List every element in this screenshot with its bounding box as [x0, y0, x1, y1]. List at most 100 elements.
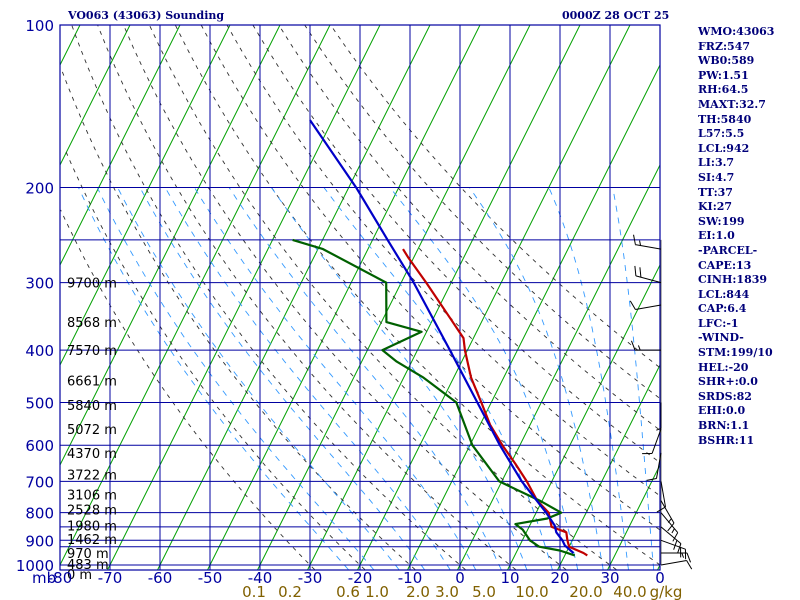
wind-barb: [660, 559, 693, 570]
isotherm-line: [507, 264, 661, 571]
wind-barb: [646, 452, 662, 481]
mixing-ratio-label: 3.0: [435, 583, 459, 600]
moist-adiabat-line: [612, 187, 655, 570]
isotherm-line: [557, 364, 661, 571]
index-item: CAPE:13: [698, 258, 752, 272]
temperature-tick-label: -70: [98, 569, 123, 587]
moist-adiabat-line: [96, 187, 374, 570]
isotherm-line: [59, 24, 131, 166]
index-item: -PARCEL-: [698, 243, 758, 257]
index-item: L57:5.5: [698, 127, 745, 141]
pressure-tick-label: 300: [25, 275, 54, 293]
pressure-tick-label: 800: [25, 505, 54, 523]
wind-barb-flag: [686, 560, 693, 570]
wind-barb-staff: [651, 428, 662, 454]
dry-adiabat-line: [252, 24, 658, 461]
temperature-tick-label: -50: [198, 569, 223, 587]
temperature-tick-label: 0: [455, 569, 465, 587]
moist-adiabat-line: [78, 187, 349, 570]
pressure-tick-label: 700: [25, 473, 54, 491]
moist-adiabat-line: [548, 187, 629, 570]
index-item: HEL:-20: [698, 360, 749, 374]
index-item: TT:37: [698, 185, 733, 199]
index-item: LCL:942: [698, 141, 750, 155]
wind-barb-staff: [660, 500, 675, 524]
index-item: CAP:6.4: [698, 302, 747, 316]
pressure-tick-label: 100: [25, 17, 54, 35]
temperature-tick-label: 10: [500, 569, 519, 587]
wind-barb-flag: [677, 543, 682, 554]
wind-barb-flag: [630, 340, 636, 351]
dewpoint-trace: [292, 238, 576, 557]
wind-barb: [661, 552, 692, 563]
isotherm-line: [307, 24, 581, 571]
index-item: CINH:1839: [698, 273, 768, 287]
index-item: SRDS:82: [698, 389, 752, 403]
wind-barb-staff: [660, 526, 682, 544]
temperature-tick-label: -40: [248, 569, 273, 587]
height-label: 7570 m: [67, 344, 117, 359]
wind-barb: [642, 428, 662, 455]
wind-barb-flag: [686, 552, 692, 563]
wind-barb-flag: [634, 265, 637, 276]
temperature-tick-label: -20: [348, 569, 373, 587]
dry-adiabat-line: [60, 209, 315, 570]
height-label: 483 m: [67, 558, 109, 573]
index-item: LCL:844: [698, 287, 750, 301]
dry-adiabat-line: [64, 149, 366, 570]
index-item: BSHR:11: [698, 433, 755, 447]
index-panel: WMO:43063 FRZ:547 WB0:589 PW:1.51 RH:64.5 MAX…: [698, 25, 774, 448]
mixing-ratio-label: 2.0: [406, 583, 430, 600]
temperature-tick-label: -60: [148, 569, 173, 587]
wind-barb-staff: [635, 244, 662, 250]
index-item: BRN:1.1: [698, 419, 750, 433]
diagram-background-lines: [59, 24, 661, 571]
pressure-tick-label: 600: [25, 437, 54, 455]
wind-barb: [629, 300, 662, 311]
index-item: SHR+:0.0: [698, 375, 758, 389]
dry-adiabat-line: [304, 24, 660, 399]
pressure-grid: [59, 24, 661, 571]
pressure-tick-label: 500: [25, 394, 54, 412]
mixing-ratio-label: 20.0: [569, 583, 602, 600]
dry-adiabat-line: [330, 24, 660, 368]
index-item: KI:27: [698, 200, 733, 214]
index-item: RH:64.5: [698, 83, 749, 97]
dry-adiabat-line: [226, 24, 659, 495]
mixing-ratio-label: 1.0: [365, 583, 389, 600]
isotherm-line: [59, 24, 181, 266]
height-label: 5840 m: [67, 399, 117, 414]
wind-barb-staff: [655, 452, 662, 479]
index-item: STM:199/10: [698, 346, 773, 360]
isotherm-line: [59, 24, 281, 466]
height-label: 3106 m: [67, 488, 117, 503]
wind-barb-staff: [635, 275, 662, 284]
pressure-tick-label: 900: [25, 532, 54, 550]
mixing-ratio-label: 40.0: [613, 583, 646, 600]
height-label: 1980 m: [67, 520, 117, 535]
wind-barb-flag: [656, 427, 662, 431]
wind-barb-flag: [671, 528, 675, 534]
wind-barb-flag: [639, 267, 642, 278]
moist-adiabat-line: [228, 187, 502, 570]
index-item: FRZ:547: [698, 39, 751, 53]
wind-barb-flag: [681, 552, 685, 558]
wind-barb-staff: [660, 539, 686, 550]
isotherm-line: [207, 24, 481, 571]
isotherm-line: [257, 24, 531, 571]
wind-barb-flag: [633, 234, 636, 245]
wind-barb: [660, 539, 687, 560]
moist-adiabat-line: [271, 187, 528, 570]
index-item: EHI:0.0: [698, 404, 746, 418]
temperature-tick-label: -30: [298, 569, 323, 587]
wind-barb-flag: [667, 522, 675, 532]
wind-barb: [630, 340, 661, 351]
moist-adiabat-line: [389, 187, 579, 570]
moist-adiabat-line: [164, 187, 451, 570]
wind-barb-flag: [629, 300, 636, 310]
isotherm-line: [107, 24, 381, 571]
index-item: SI:4.7: [698, 170, 735, 184]
isotherm-line: [407, 64, 661, 571]
wind-barb-flag: [639, 240, 642, 246]
